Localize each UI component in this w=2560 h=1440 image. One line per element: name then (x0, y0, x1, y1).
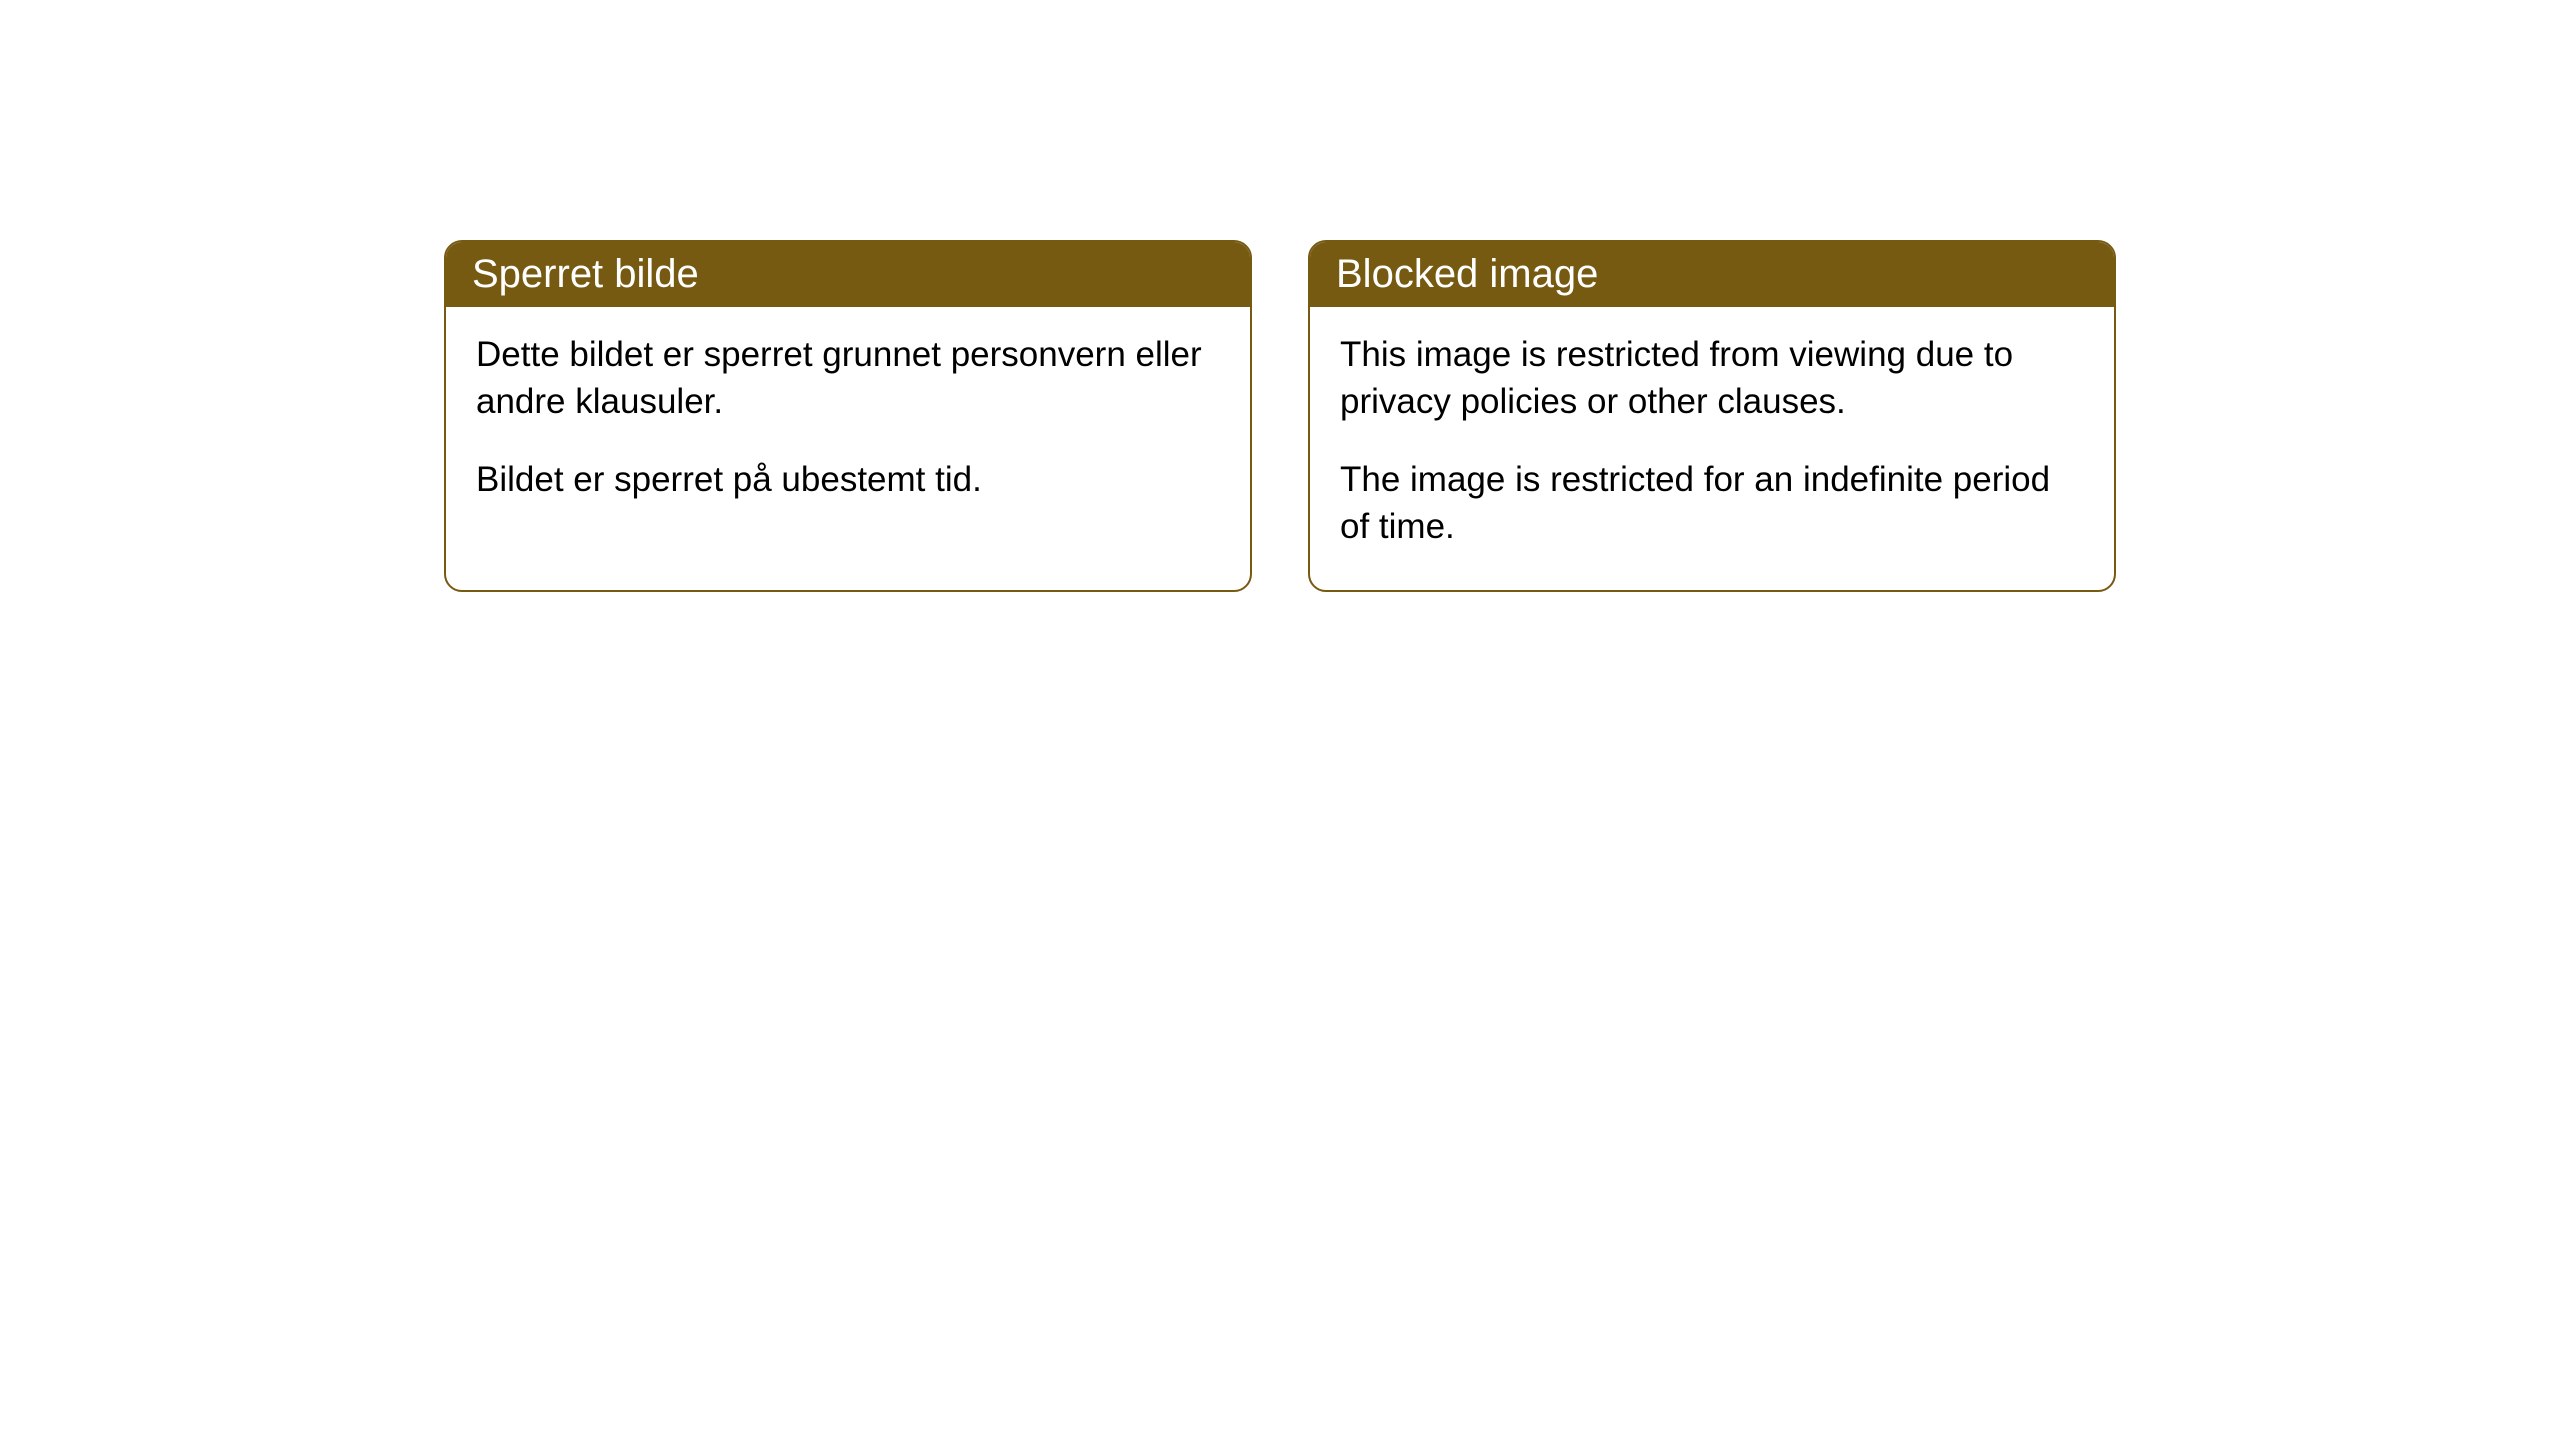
card-body: Dette bildet er sperret grunnet personve… (446, 307, 1250, 543)
blocked-image-card-norwegian: Sperret bilde Dette bildet er sperret gr… (444, 240, 1252, 592)
card-body: This image is restricted from viewing du… (1310, 307, 2114, 590)
blocked-image-card-english: Blocked image This image is restricted f… (1308, 240, 2116, 592)
notice-cards-container: Sperret bilde Dette bildet er sperret gr… (444, 240, 2116, 592)
card-title: Blocked image (1336, 252, 1598, 296)
card-paragraph: The image is restricted for an indefinit… (1340, 456, 2084, 551)
card-paragraph: Dette bildet er sperret grunnet personve… (476, 331, 1220, 426)
card-header: Blocked image (1310, 242, 2114, 307)
card-paragraph: Bildet er sperret på ubestemt tid. (476, 456, 1220, 503)
card-header: Sperret bilde (446, 242, 1250, 307)
card-paragraph: This image is restricted from viewing du… (1340, 331, 2084, 426)
card-title: Sperret bilde (472, 252, 699, 296)
